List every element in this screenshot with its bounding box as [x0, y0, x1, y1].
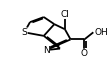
Text: Cl: Cl [61, 10, 69, 19]
Text: OH: OH [95, 28, 109, 37]
Text: S: S [21, 28, 27, 37]
Text: O: O [81, 49, 88, 58]
Text: N: N [43, 46, 50, 55]
